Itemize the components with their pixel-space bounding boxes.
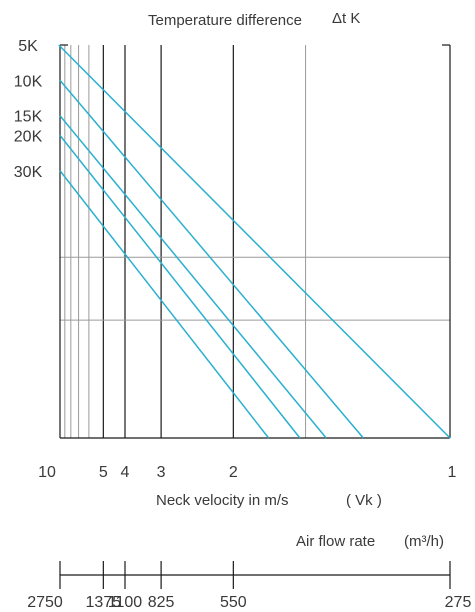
series-line-0 (58, 44, 451, 439)
y-tick-labels: 5K 10K 15K 20K 30K (14, 38, 43, 181)
flow-axis-unit: (m³/h) (404, 533, 444, 550)
y-tick-label-3: 20K (14, 128, 43, 145)
flow-tick-label-3: 825 (148, 594, 175, 611)
series-line-4 (59, 170, 270, 439)
flow-tick-label-0: 2750 (27, 594, 63, 611)
chart-title: Temperature difference (148, 12, 302, 29)
chart-title-symbol: Δt K (332, 10, 360, 27)
series-group (58, 44, 451, 439)
flow-tick-label-4: 550 (220, 594, 247, 611)
x-tick-label-0: 10 (38, 464, 56, 481)
x-tick-label-3: 3 (157, 464, 166, 481)
flow-tick-label-5: 275 (445, 594, 472, 611)
x-tick-label-5: 1 (448, 464, 457, 481)
y-tick-label-4: 30K (14, 164, 43, 181)
y-tick-label-1: 10K (14, 73, 43, 90)
flow-tick-label-1: 1375 (86, 594, 122, 611)
flow-tick-label-2: 1100 (108, 594, 143, 611)
x-tick-labels: 10 5 4 3 2 1 (38, 464, 456, 481)
y-tick-label-0: 5K (18, 38, 38, 55)
series-line-1 (59, 79, 364, 439)
y-tick-label-2: 15K (14, 109, 43, 126)
flow-axis-title: Air flow rate (296, 533, 375, 550)
x-tick-label-2: 4 (121, 464, 130, 481)
x-axis-title: Neck velocity in m/s (156, 492, 289, 509)
x-tick-label-1: 5 (99, 464, 108, 481)
x-axis-symbol: ( Vk ) (346, 492, 382, 509)
series-line-3 (59, 134, 301, 439)
plot-grid (59, 44, 451, 439)
series-line-2 (59, 115, 327, 439)
x-tick-label-4: 2 (229, 464, 238, 481)
